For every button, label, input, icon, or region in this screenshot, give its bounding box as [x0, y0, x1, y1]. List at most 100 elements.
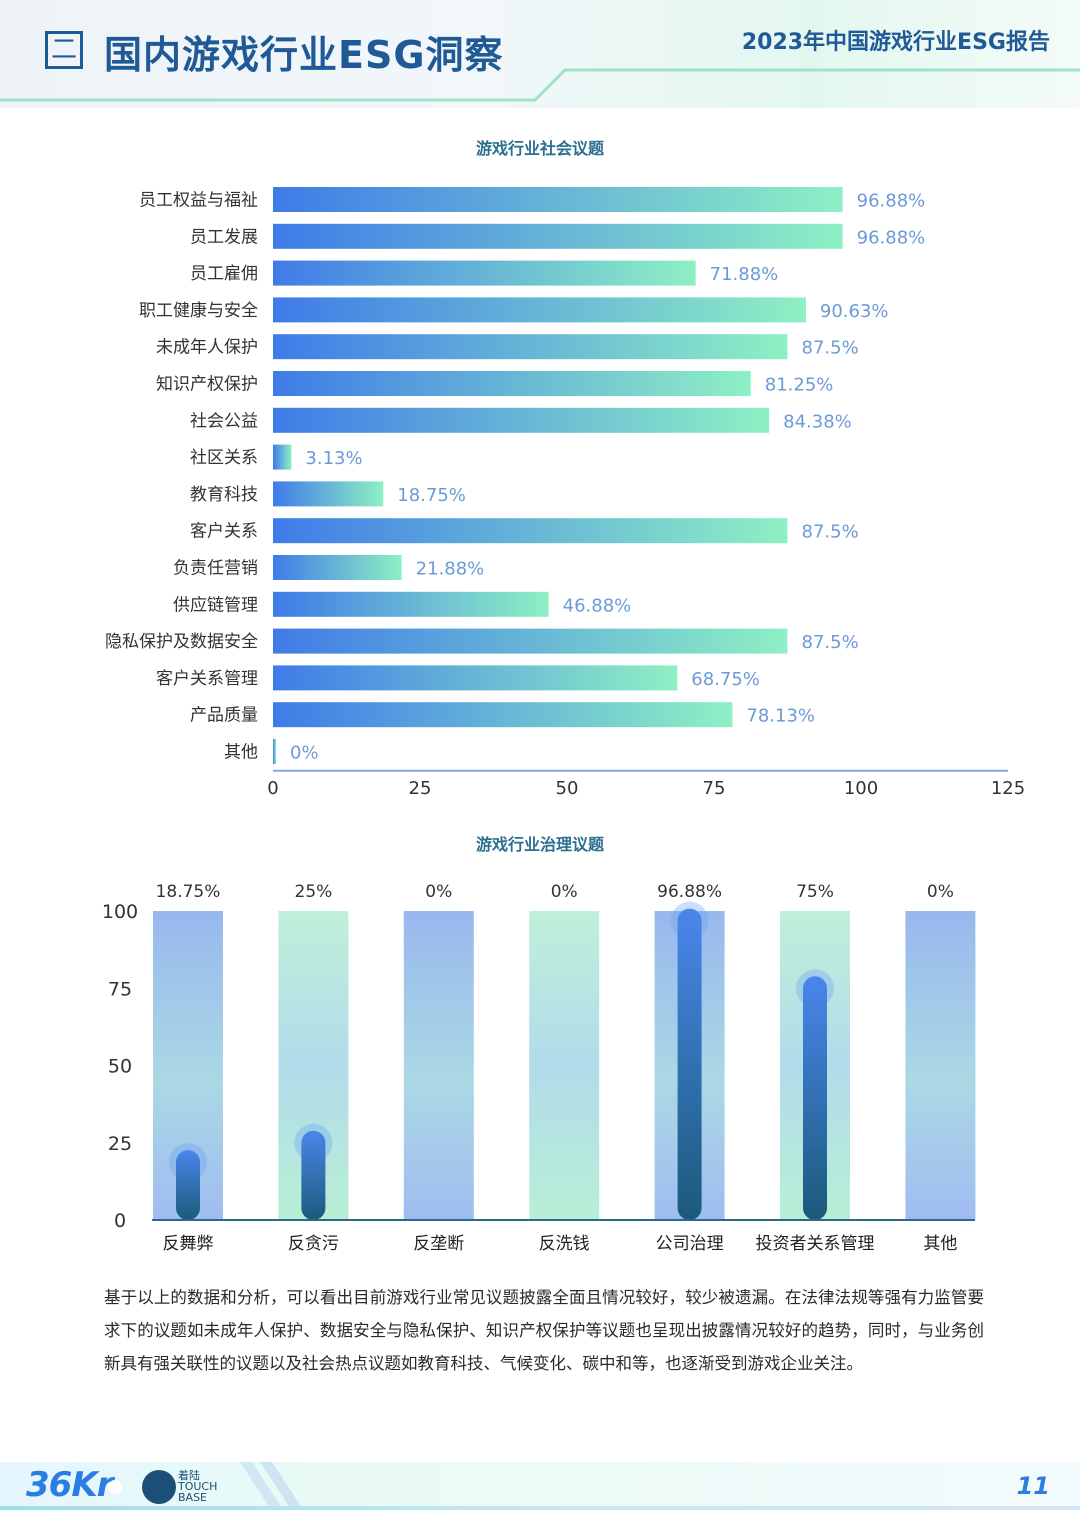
bar-value-label: 0% — [551, 882, 578, 902]
page-title: 国内游戏行业ESG洞察 — [104, 33, 504, 77]
bar — [273, 702, 733, 728]
touchbase-cn: 着陆 — [178, 1469, 200, 1482]
bar — [301, 1130, 326, 1220]
bar-value-label: 18.75% — [156, 882, 221, 902]
category-label: 未成年人保护 — [156, 338, 258, 358]
bar-value-label: 68.75% — [691, 669, 760, 690]
category-label: 客户关系 — [190, 522, 258, 542]
bar — [273, 518, 788, 544]
category-label: 教育科技 — [190, 485, 258, 505]
bar — [273, 371, 751, 396]
bar — [273, 187, 843, 212]
y-tick-label: 25 — [108, 1133, 132, 1155]
y-tick-label: 100 — [102, 901, 138, 923]
category-label: 其他 — [923, 1234, 957, 1254]
bar-value-label: 3.13% — [305, 448, 362, 469]
bar-value-label: 87.5% — [802, 632, 859, 653]
bar — [273, 260, 696, 286]
header-accent — [0, 68, 1080, 102]
y-tick-label: 75 — [108, 978, 132, 1000]
bar-value-label: 25% — [295, 882, 333, 902]
category-label: 员工权益与福祉 — [139, 191, 258, 211]
category-label: 负责任营销 — [173, 559, 258, 579]
category-label: 反贪污 — [288, 1234, 339, 1254]
bar — [273, 665, 678, 691]
bar-value-label: 71.88% — [710, 264, 779, 285]
page-number: 11 — [1016, 1472, 1050, 1500]
bar-value-label: 87.5% — [802, 522, 859, 543]
category-label: 社区关系 — [190, 448, 258, 468]
bar — [803, 976, 827, 1220]
bar-value-label: 21.88% — [416, 559, 485, 580]
x-tick-label: 25 — [409, 778, 432, 799]
bar — [273, 481, 384, 507]
category-label: 反垄断 — [413, 1234, 464, 1254]
header-band — [0, 0, 1080, 108]
bar-value-label: 84.38% — [783, 411, 852, 432]
category-label: 产品质量 — [190, 706, 258, 726]
bar — [273, 334, 788, 360]
category-label: 社会公益 — [190, 411, 258, 431]
bar — [273, 297, 806, 323]
bar — [273, 444, 292, 470]
governance-issues-chart: 0 25 50 75 100 18.75% 反舞弊 25% 反贪污 0% 反垄断 0% 反洗钱 96.88… — [102, 882, 976, 1254]
bar — [273, 591, 549, 617]
category-label: 反舞弊 — [163, 1234, 214, 1254]
category-label: 职工健康与安全 — [139, 301, 258, 321]
y-tick-label: 50 — [108, 1056, 132, 1078]
bar-background-column — [529, 911, 600, 1220]
chart-title-governance: 游戏行业治理议题 — [475, 835, 604, 854]
bar-value-label: 0% — [290, 743, 319, 764]
logo-36kr: 36Kr — [26, 1465, 113, 1505]
category-label: 知识产权保护 — [156, 375, 258, 395]
x-tick-label: 75 — [703, 778, 726, 799]
touchbase-en2: BASE — [178, 1491, 208, 1504]
category-label: 公司治理 — [656, 1234, 724, 1254]
separator-dot — [108, 1480, 122, 1494]
footer-band — [0, 1462, 1080, 1508]
bar — [677, 908, 702, 1220]
bar-value-label: 96.88% — [657, 882, 722, 902]
x-tick-label: 0 — [267, 778, 278, 799]
bar — [273, 407, 770, 433]
bar — [273, 628, 788, 654]
bar — [176, 1150, 200, 1220]
report-title: 2023年中国游戏行业ESG报告 — [741, 30, 1050, 55]
x-tick-label: 125 — [991, 778, 1025, 799]
x-tick-label: 100 — [844, 778, 878, 799]
section-marker: 二 — [45, 31, 83, 69]
bar-value-label: 90.63% — [820, 301, 889, 322]
analysis-paragraph: 基于以上的数据和分析，可以看出目前游戏行业常见议题披露全面且情况较好，较少被遗漏… — [104, 1288, 984, 1373]
category-label: 员工发展 — [190, 227, 258, 247]
touchbase-logo-text: 着陆 TOUCH BASE — [178, 1470, 217, 1503]
category-label: 隐私保护及数据安全 — [105, 632, 258, 652]
bar-background-column — [403, 911, 474, 1220]
bar-value-label: 0% — [425, 882, 452, 902]
touchbase-logo-icon — [142, 1470, 176, 1504]
bar-value-label: 0% — [927, 882, 954, 902]
bar-value-label: 78.13% — [746, 706, 815, 727]
category-label: 投资者关系管理 — [756, 1234, 875, 1254]
bar — [273, 739, 276, 764]
touchbase-en1: TOUCH — [178, 1480, 218, 1493]
category-label: 客户关系管理 — [156, 669, 258, 689]
category-label: 反洗钱 — [539, 1234, 590, 1254]
bar — [273, 555, 402, 580]
chart-title-social: 游戏行业社会议题 — [475, 139, 604, 158]
bar-value-label: 46.88% — [563, 595, 632, 616]
y-tick-label: 0 — [114, 1210, 126, 1232]
bar-value-label: 96.88% — [857, 191, 926, 212]
bar-value-label: 75% — [796, 882, 834, 902]
bar — [273, 223, 843, 249]
category-label: 供应链管理 — [173, 595, 258, 615]
category-label: 员工雇佣 — [190, 264, 258, 284]
bar-value-label: 81.25% — [765, 375, 834, 396]
footer-stripes — [240, 1462, 302, 1508]
bar-value-label: 18.75% — [397, 485, 466, 506]
social-issues-chart: 员工权益与福祉 96.88% 员工发展 96.88% 员工雇佣 71.88% 职工健康与安全… — [105, 187, 1025, 799]
category-label: 其他 — [224, 743, 258, 763]
bar-value-label: 96.88% — [857, 227, 926, 248]
x-tick-label: 50 — [556, 778, 579, 799]
footer-line — [0, 1506, 1080, 1510]
bar-value-label: 87.5% — [802, 338, 859, 359]
